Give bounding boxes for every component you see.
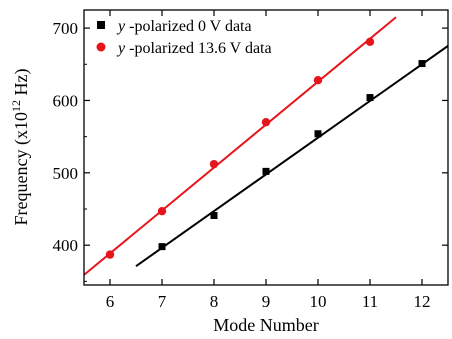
y-axis-title: Frequency (x1012 Hz): [9, 69, 32, 226]
legend-var-0v: y: [116, 18, 126, 35]
plot-layer: [84, 16, 448, 276]
point-series-0-x8: [210, 212, 218, 220]
point-series-1-x11: [365, 37, 375, 47]
x-tick-label-12: 12: [414, 292, 431, 311]
legend-label-0v: y -polarized 0 V data: [116, 18, 252, 35]
point-series-1-x6: [105, 250, 115, 259]
y-tick-label-400: 400: [53, 236, 79, 255]
point-series-1-x8: [209, 159, 219, 169]
x-tick-label-11: 11: [362, 292, 378, 311]
point-series-1-x9: [261, 117, 271, 127]
x-tick-label-6: 6: [106, 292, 115, 311]
point-series-0-x12: [418, 60, 426, 68]
y-axis-title-suffix: Hz): [11, 69, 32, 100]
point-series-0-x9: [262, 167, 270, 175]
ticks-layer: 6 7 8 9 10 11 12 400 500 600 700: [53, 10, 448, 311]
legend-marker-13-6v: [96, 42, 106, 52]
point-series-0-x11: [366, 94, 374, 102]
y-axis-title-prefix: Frequency (x10: [11, 112, 32, 225]
point-series-1-x7: [157, 206, 167, 216]
legend: y -polarized 0 V data y -polarized 13.6 …: [96, 18, 272, 57]
legend-var-13-6v: y: [116, 40, 126, 57]
y-tick-label-600: 600: [53, 91, 79, 110]
point-series-0-x10: [314, 130, 322, 138]
y-axis-title-exponent: 12: [9, 100, 23, 112]
x-axis-title: Mode Number: [213, 315, 318, 335]
point-series-1-x10: [313, 75, 323, 85]
y-tick-label-700: 700: [53, 19, 79, 38]
fit-line-series-0: [135, 44, 448, 268]
legend-rest-0v: -polarized 0 V data: [125, 18, 251, 35]
y-tick-label-500: 500: [53, 164, 79, 183]
legend-label-13-6v: y -polarized 13.6 V data: [116, 40, 272, 57]
x-tick-label-7: 7: [158, 292, 167, 311]
legend-marker-0v: [97, 21, 105, 29]
legend-rest-13-6v: -polarized 13.6 V data: [125, 40, 271, 57]
x-tick-label-8: 8: [210, 292, 219, 311]
x-tick-label-10: 10: [310, 292, 327, 311]
fit-line-series-1: [84, 16, 397, 276]
x-tick-label-9: 9: [262, 292, 271, 311]
point-series-0-x7: [158, 243, 166, 251]
